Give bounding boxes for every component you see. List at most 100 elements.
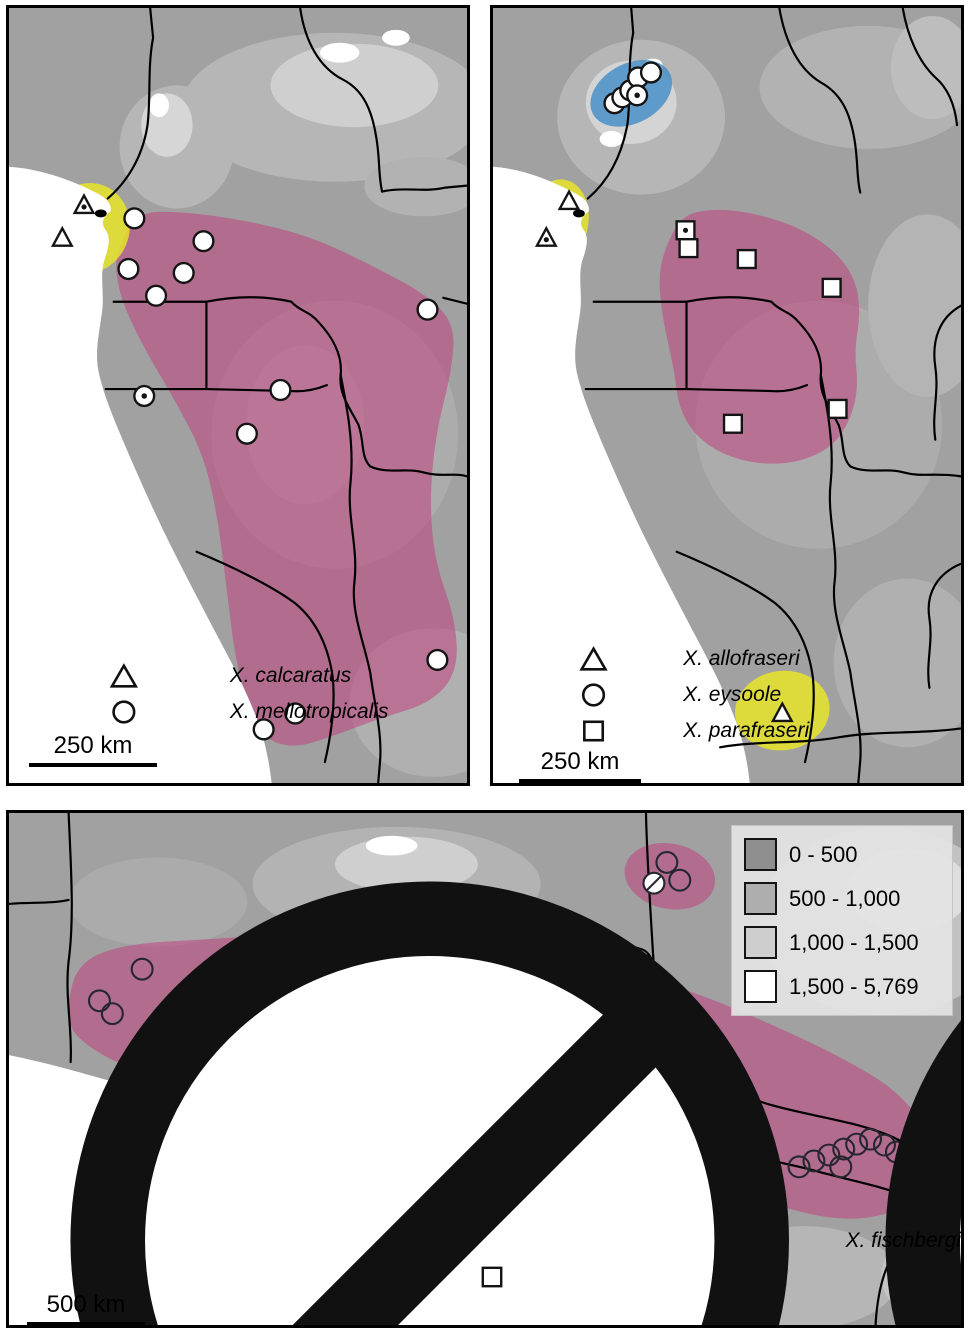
- marker-td: [72, 193, 96, 215]
- square-icon: [583, 720, 605, 742]
- legend-label: X. mellotropicalis: [229, 700, 389, 723]
- bioko-island: [94, 209, 107, 218]
- map-a-svg: [9, 8, 467, 783]
- legend-label: X. allofraseri: [683, 647, 800, 670]
- legend-item-allofraseri: X. allofraseri: [513, 646, 800, 672]
- ocean: [9, 166, 272, 783]
- marker-c: [123, 207, 146, 230]
- marker-c: [235, 422, 258, 445]
- marker-c: [639, 61, 663, 84]
- marker-c: [252, 718, 275, 741]
- marker-c: [845, 1132, 869, 1156]
- parafraseri-range: [659, 209, 860, 464]
- marker-cs: [642, 871, 666, 895]
- marker-c: [145, 284, 168, 307]
- marker-c: [117, 257, 140, 281]
- marker-c: [832, 1137, 856, 1161]
- marker-c: [130, 957, 154, 981]
- marker-td: [534, 225, 558, 247]
- marker-c: [802, 1149, 826, 1173]
- circle-icon: [112, 700, 136, 724]
- marker-s: [722, 413, 743, 434]
- elevation-label: 500 - 1,000: [789, 885, 901, 911]
- legend-label: X. fischbergi: [845, 1229, 961, 1252]
- triangle-icon: [109, 663, 139, 688]
- legend-item-calcaratus: X. calcaratus: [27, 663, 351, 689]
- bioko-island: [572, 209, 585, 218]
- marker-c: [87, 989, 111, 1013]
- country-borders: [584, 8, 961, 783]
- marker-c: [172, 261, 195, 285]
- fischbergi-icons: [23, 834, 961, 1325]
- elevation-label: 1,000 - 1,500: [789, 929, 919, 955]
- elevation-label: 1,500 - 5,769: [789, 973, 919, 999]
- legend-panel-c: X. fischbergi X. kobeli: [23, 881, 961, 1325]
- marker-c: [426, 648, 449, 672]
- scale-line: [519, 779, 641, 783]
- scale-label: 500 km: [46, 1291, 126, 1318]
- marker-s: [678, 238, 699, 259]
- map-b-svg: [493, 8, 961, 783]
- marker-c: [100, 1002, 124, 1026]
- scale-bar-a: 250 km: [29, 732, 157, 767]
- elevation-legend: 0 - 500 500 - 1,000 1,000 - 1,500 1,500 …: [731, 825, 953, 1016]
- legend-item-mellotropicalis: X. mellotropicalis: [27, 699, 388, 725]
- scale-line: [29, 763, 157, 767]
- marker-cd: [626, 84, 649, 107]
- marker-t: [770, 701, 794, 723]
- scale-label: 250 km: [540, 748, 620, 775]
- legend-label: X. calcaratus: [229, 664, 352, 687]
- circle-icon: [885, 1021, 961, 1325]
- marker-cd: [133, 384, 156, 408]
- legend-label: X. eysoole: [683, 683, 782, 706]
- legend-item-fischbergi: X. fischbergi: [23, 881, 961, 1325]
- elevation-item: 1,500 - 5,769: [744, 970, 940, 1003]
- marker-s: [821, 277, 842, 298]
- marker-c: [416, 298, 439, 321]
- marker-c: [284, 702, 307, 725]
- marker-c: [655, 851, 679, 874]
- scale-line: [27, 1322, 145, 1325]
- scale-bar-c: 500 km: [27, 1291, 145, 1325]
- marker-c: [269, 378, 292, 402]
- elevation-item: 0 - 500: [744, 838, 940, 871]
- elevation-item: 1,000 - 1,500: [744, 926, 940, 959]
- marker-s: [736, 248, 757, 270]
- legend-label: X. parafraseri: [683, 719, 810, 742]
- country-borders: [104, 8, 467, 783]
- occurrence-markers-a: [50, 193, 449, 741]
- marker-c: [829, 1155, 853, 1179]
- elevation-swatch: [744, 926, 777, 959]
- marker-t: [557, 189, 581, 211]
- marker-sd: [675, 220, 696, 241]
- legend-panel-a: X. calcaratus X. mellotropicalis: [27, 663, 388, 725]
- elevation-swatch: [744, 882, 777, 915]
- marker-c: [668, 868, 692, 892]
- square-icon: [481, 1266, 503, 1288]
- legend-item-eysoole: X. eysoole: [513, 682, 781, 708]
- occurrence-markers-b: [534, 61, 848, 723]
- circle-icon: [581, 683, 606, 707]
- elevation-label: 0 - 500: [789, 841, 858, 867]
- elevation-item: 500 - 1,000: [744, 882, 940, 915]
- scale-bar-b: 250 km: [519, 748, 641, 783]
- marker-c: [192, 230, 215, 253]
- ocean: [493, 166, 750, 783]
- marker-s: [827, 398, 848, 420]
- elevation-swatch: [744, 838, 777, 871]
- circle-slash-icon: [70, 881, 789, 1325]
- legend-panel-b: X. allofraseri X. eysoole X. parafraseri: [513, 646, 809, 744]
- map-panel-top-right: X. allofraseri X. eysoole X. parafraseri…: [490, 5, 964, 786]
- marker-c: [787, 1155, 811, 1179]
- elevation-swatch: [744, 970, 777, 1003]
- marker-t: [50, 225, 74, 247]
- marker-c: [817, 1143, 841, 1167]
- triangle-icon: [579, 646, 608, 671]
- legend-item-parafraseri: X. parafraseri: [513, 718, 809, 744]
- map-panel-top-left: X. calcaratus X. mellotropicalis 250 km: [6, 5, 470, 786]
- mellotropicalis-range: [116, 211, 457, 746]
- marker-c: [873, 1133, 896, 1157]
- marker-c: [859, 1127, 883, 1151]
- map-panel-bottom: 0 - 500 500 - 1,000 1,000 - 1,500 1,500 …: [6, 810, 964, 1328]
